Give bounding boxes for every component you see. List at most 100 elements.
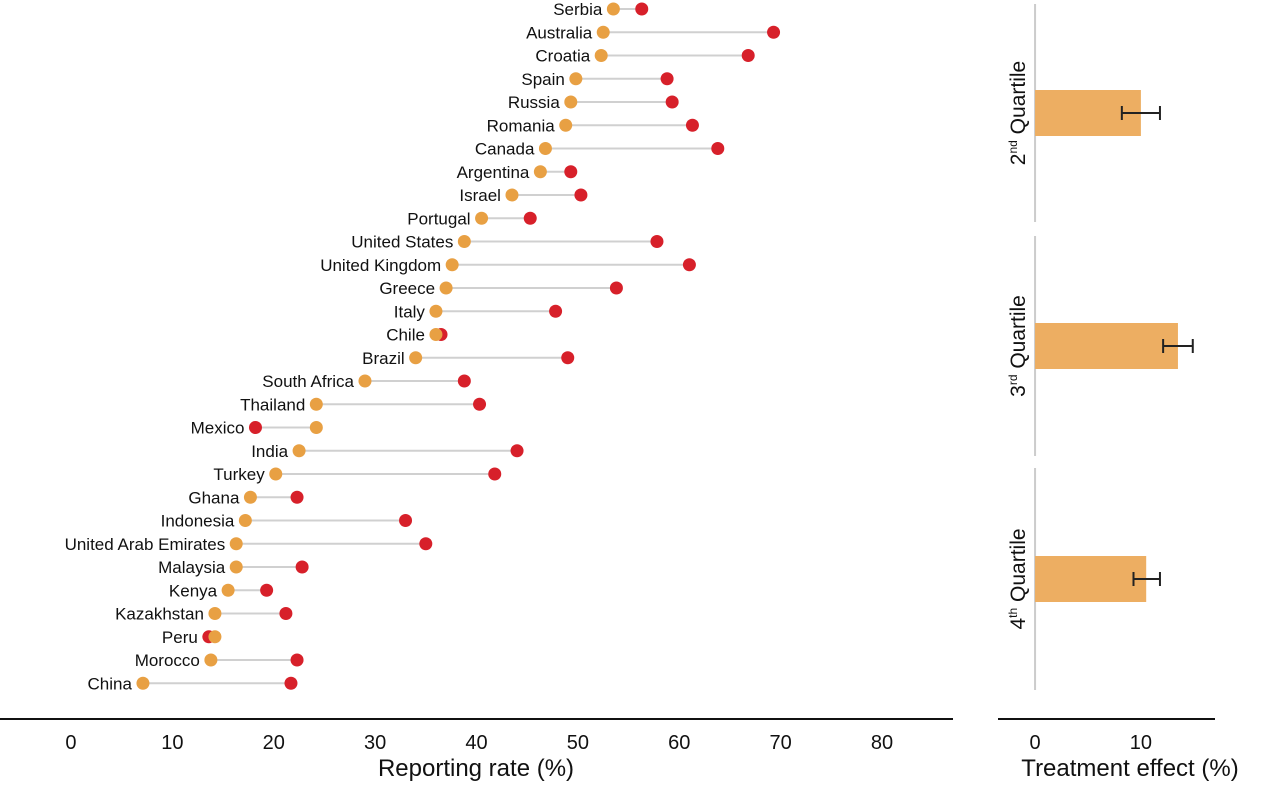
end-point-kazakhstan — [279, 607, 293, 620]
start-point-united-arab-emirates — [229, 537, 243, 551]
start-point-argentina — [533, 165, 547, 179]
country-label-ghana: Ghana — [188, 488, 240, 507]
end-point-romania — [685, 118, 699, 132]
start-point-malaysia — [229, 560, 243, 574]
end-point-brazil — [561, 351, 575, 365]
dumbbell-points — [136, 2, 781, 690]
bar-4th-quartile — [1035, 556, 1147, 602]
country-label-australia: Australia — [526, 23, 593, 42]
reporting-rate-tick-label: 20 — [263, 732, 285, 754]
country-label-malaysia: Malaysia — [158, 558, 226, 577]
start-point-kenya — [221, 583, 235, 597]
end-point-indonesia — [399, 514, 413, 527]
start-point-italy — [429, 304, 443, 318]
country-label-spain: Spain — [521, 70, 564, 89]
country-label-united-kingdom: United Kingdom — [320, 256, 441, 275]
country-label-israel: Israel — [459, 186, 501, 205]
country-label-brazil: Brazil — [362, 349, 405, 368]
country-label-thailand: Thailand — [240, 395, 305, 414]
treatment-effect-panel: 0 10 Treatment effect (%) 2nd Quartile 3rd… — [998, 4, 1239, 782]
treatment-effect-axis-title: Treatment effect (%) — [1021, 755, 1238, 782]
reporting-rate-tick-label: 40 — [465, 732, 487, 754]
country-label-peru: Peru — [162, 628, 198, 647]
treatment-effect-tick-labels: 0 10 — [1029, 732, 1152, 754]
quartile-word: Quartile — [1007, 295, 1030, 374]
reporting-rate-tick-label: 80 — [871, 732, 893, 754]
reporting-rate-panel: 0 10 20 30 40 50 60 70 80 Reporting rate (%) Ser… — [0, 0, 953, 782]
reporting-rate-tick-labels: 0 10 20 30 40 50 60 70 80 — [65, 732, 893, 754]
country-label-croatia: Croatia — [535, 47, 590, 66]
end-point-spain — [660, 72, 674, 86]
start-point-canada — [538, 142, 552, 155]
start-point-greece — [439, 281, 453, 295]
quartile-ordinal-suffix: nd — [1006, 140, 1020, 153]
end-point-south-africa — [457, 374, 471, 388]
start-point-spain — [569, 72, 583, 86]
country-label-romania: Romania — [487, 116, 556, 135]
start-point-brazil — [409, 351, 423, 365]
start-point-russia — [564, 95, 578, 109]
quartile-label-2nd-quartile: 2nd Quartile — [1006, 61, 1030, 165]
quartile-word: Quartile — [1007, 528, 1030, 607]
reporting-rate-axis-title: Reporting rate (%) — [378, 755, 574, 782]
reporting-rate-tick-label: 50 — [567, 732, 589, 754]
end-point-china — [284, 676, 298, 690]
end-point-united-kingdom — [682, 258, 696, 272]
end-point-india — [510, 444, 524, 458]
country-label-turkey: Turkey — [213, 465, 265, 484]
quartile-word: Quartile — [1007, 61, 1030, 140]
start-point-ghana — [243, 490, 257, 504]
quartile-number: 3 — [1007, 385, 1030, 397]
reporting-rate-tick-label: 30 — [364, 732, 386, 754]
country-label-italy: Italy — [394, 302, 426, 321]
dumbbell-connectors — [142, 8, 774, 685]
end-point-italy — [549, 304, 563, 318]
end-point-united-states — [650, 235, 664, 248]
end-point-australia — [767, 25, 781, 39]
country-label-portugal: Portugal — [407, 209, 470, 228]
end-point-greece — [609, 281, 623, 295]
start-point-australia — [596, 25, 610, 39]
start-point-serbia — [606, 2, 620, 16]
treatment-effect-tick-label: 0 — [1029, 732, 1040, 754]
end-point-canada — [711, 142, 725, 155]
start-point-romania — [559, 118, 573, 132]
start-point-israel — [505, 188, 519, 202]
end-point-turkey — [488, 467, 502, 481]
country-label-china: China — [88, 674, 133, 693]
treatment-error-bars — [1120, 106, 1194, 586]
start-point-china — [136, 676, 150, 690]
start-point-chile — [429, 328, 443, 341]
country-label-united-states: United States — [351, 233, 453, 252]
country-label-argentina: Argentina — [457, 163, 530, 182]
start-point-united-kingdom — [445, 258, 459, 272]
reporting-rate-tick-label: 10 — [161, 732, 183, 754]
end-point-russia — [665, 95, 679, 109]
country-label-greece: Greece — [379, 279, 435, 298]
reporting-rate-tick-label: 60 — [668, 732, 690, 754]
reporting-rate-tick-label: 70 — [770, 732, 792, 754]
country-label-mexico: Mexico — [191, 419, 245, 438]
start-point-kazakhstan — [208, 607, 222, 620]
start-point-turkey — [269, 467, 283, 481]
start-point-indonesia — [238, 514, 252, 527]
country-label-india: India — [251, 442, 288, 461]
start-point-peru — [208, 630, 222, 644]
end-point-malaysia — [295, 560, 309, 574]
start-point-mexico — [309, 421, 323, 434]
end-point-argentina — [564, 165, 578, 179]
start-point-morocco — [204, 653, 218, 667]
end-point-thailand — [473, 397, 487, 411]
end-point-ghana — [290, 490, 304, 504]
bar-3rd-quartile — [1035, 323, 1178, 369]
country-label-morocco: Morocco — [135, 651, 200, 670]
quartile-ordinal-suffix: rd — [1006, 375, 1020, 386]
country-label-kenya: Kenya — [169, 581, 218, 600]
treatment-effect-tick-label: 10 — [1130, 732, 1152, 754]
quartile-number: 2 — [1007, 154, 1030, 166]
quartile-label-4th-quartile: 4th Quartile — [1006, 528, 1030, 629]
end-point-mexico — [248, 421, 262, 434]
